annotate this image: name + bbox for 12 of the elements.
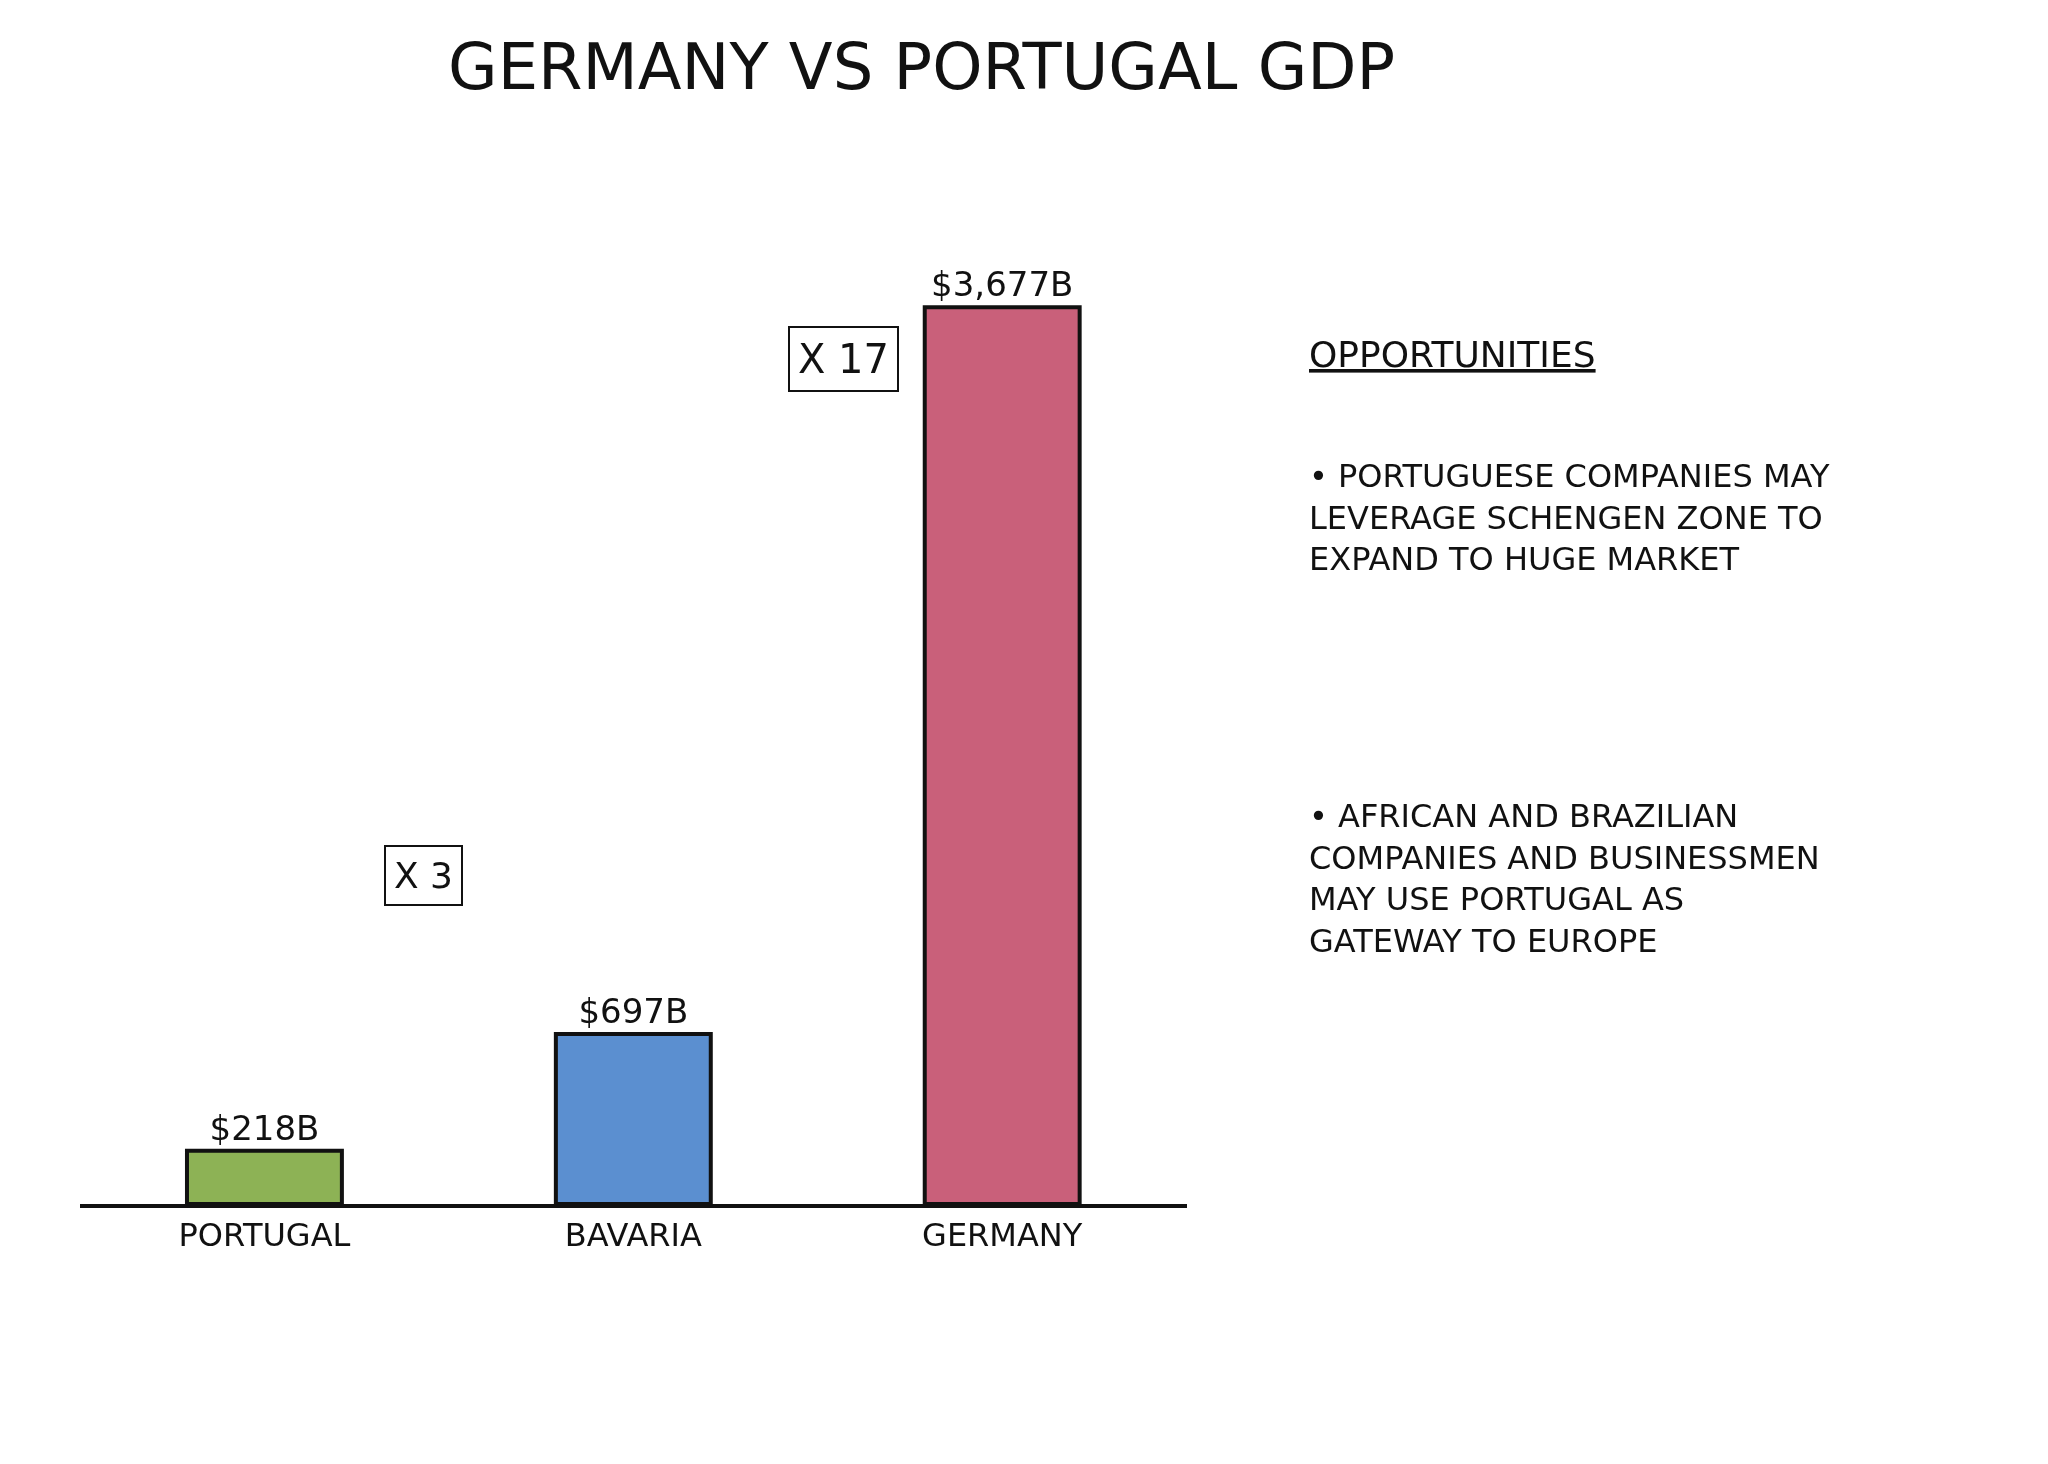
chart-title: GERMANY VS PORTUGAL GDP bbox=[448, 29, 1396, 104]
x-tick-label: BAVARIA bbox=[564, 1216, 702, 1255]
text: • AFRICAN AND BRAZILIAN COMPANIES AND BUSINESSMEN MAY USE PORTUGAL AS GATEWAY TO EUROPE bbox=[1309, 797, 1820, 960]
x-tick-label: PORTUGAL bbox=[178, 1216, 351, 1255]
data-label: $3,677B bbox=[931, 264, 1074, 305]
annotation: X 3 bbox=[394, 855, 454, 896]
x-tick-label: GERMANY bbox=[922, 1216, 1083, 1255]
data-label: $218B bbox=[209, 1107, 320, 1148]
data-label: $697B bbox=[578, 991, 689, 1032]
annotation: X 17 bbox=[798, 336, 890, 382]
text: • PORTUGUESE COMPANIES MAY LEVERAGE SCHENGEN ZONE TO EXPAND TO HUGE MARKET bbox=[1309, 457, 1830, 579]
text: OPPORTUNITIES bbox=[1309, 334, 1596, 375]
